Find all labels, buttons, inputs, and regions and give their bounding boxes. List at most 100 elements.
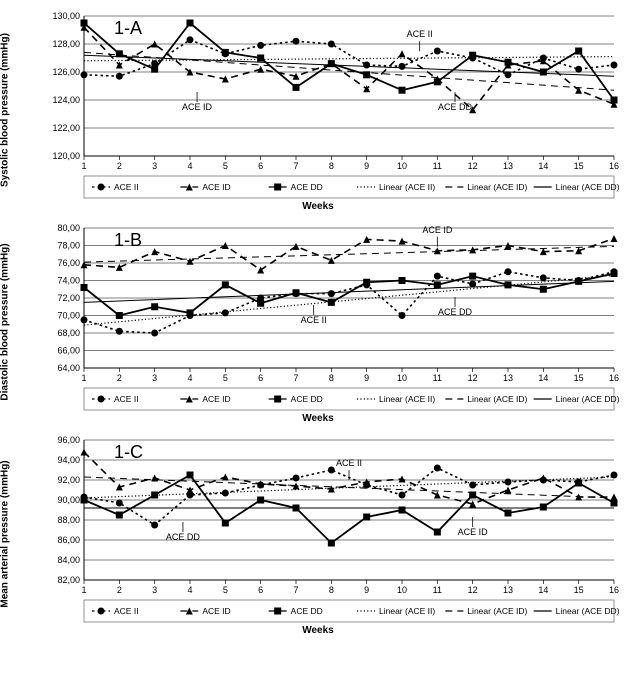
- legend-item-ace-dd: ACE DD: [291, 394, 323, 404]
- legend-item-ace-ii: ACE II: [114, 394, 139, 404]
- svg-text:126,00: 126,00: [52, 67, 80, 77]
- plot-area: 82,0084,0086,0088,0090,0092,0094,0096,00…: [50, 434, 620, 629]
- panel-label: 1-B: [114, 230, 142, 250]
- legend-item-linear--ace-id-: Linear (ACE ID): [467, 606, 527, 616]
- annotation-ace-id: ACE ID: [422, 225, 453, 235]
- svg-text:64,00: 64,00: [57, 363, 80, 373]
- svg-text:16: 16: [609, 161, 619, 171]
- legend-item-linear--ace-ii-: Linear (ACE II): [379, 182, 435, 192]
- annotation-ace-dd: ACE DD: [438, 307, 473, 317]
- svg-text:70,00: 70,00: [57, 311, 80, 321]
- svg-text:14: 14: [538, 585, 548, 595]
- y-axis-label: Mean arterial pressure (mmHg): [0, 460, 11, 607]
- svg-text:9: 9: [364, 161, 369, 171]
- svg-text:1: 1: [81, 161, 86, 171]
- svg-text:6: 6: [258, 373, 263, 383]
- legend-item-linear--ace-ii-: Linear (ACE II): [379, 394, 435, 404]
- svg-text:5: 5: [223, 373, 228, 383]
- svg-text:16: 16: [609, 585, 619, 595]
- svg-text:12: 12: [468, 585, 478, 595]
- annotation-ace-dd: ACE DD: [166, 532, 201, 542]
- annotation-ace-id: ACE ID: [458, 527, 489, 537]
- svg-text:130,00: 130,00: [52, 11, 80, 21]
- svg-text:122,00: 122,00: [52, 123, 80, 133]
- svg-text:11: 11: [433, 161, 442, 171]
- series-linear--ace-id-: [84, 246, 614, 262]
- svg-text:14: 14: [538, 161, 548, 171]
- series-linear--ace-dd-: [84, 55, 614, 76]
- legend-item-linear--ace-id-: Linear (ACE ID): [467, 182, 527, 192]
- legend-item-ace-id: ACE ID: [202, 394, 230, 404]
- svg-text:13: 13: [503, 161, 513, 171]
- svg-text:128,00: 128,00: [52, 39, 80, 49]
- svg-text:6: 6: [258, 585, 263, 595]
- panel-b: Diastolic blood pressure (mmHg)Weeks64,0…: [10, 222, 626, 422]
- series-ace-ii: [84, 272, 614, 333]
- svg-text:16: 16: [609, 373, 619, 383]
- svg-text:10: 10: [397, 585, 407, 595]
- svg-text:2: 2: [117, 585, 122, 595]
- svg-text:7: 7: [293, 585, 298, 595]
- legend-item-linear--ace-ii-: Linear (ACE II): [379, 606, 435, 616]
- svg-text:72,00: 72,00: [57, 293, 80, 303]
- legend-item-ace-id: ACE ID: [202, 182, 230, 192]
- svg-text:3: 3: [152, 373, 157, 383]
- svg-text:2: 2: [117, 161, 122, 171]
- legend-item-ace-dd: ACE DD: [291, 182, 323, 192]
- legend-item-ace-dd: ACE DD: [291, 606, 323, 616]
- panel-label: 1-C: [114, 442, 143, 462]
- svg-text:74,00: 74,00: [57, 276, 80, 286]
- panel-a: Systolic blood pressure (mmHg)Weeks120,0…: [10, 10, 626, 210]
- svg-text:2: 2: [117, 373, 122, 383]
- panel-c: Mean arterial pressure (mmHg)Weeks82,008…: [10, 434, 626, 634]
- series-ace-dd: [84, 475, 614, 543]
- svg-text:15: 15: [574, 585, 584, 595]
- annotation-ace-ii: ACE II: [301, 315, 327, 325]
- annotation-ace-id: ACE ID: [182, 102, 213, 112]
- svg-text:15: 15: [574, 161, 584, 171]
- y-axis-label: Systolic blood pressure (mmHg): [0, 33, 11, 187]
- series-linear--ace-dd-: [84, 281, 614, 302]
- svg-text:94,00: 94,00: [57, 455, 80, 465]
- series-ace-dd: [84, 274, 614, 316]
- legend-item-linear--ace-dd-: Linear (ACE DD): [556, 606, 620, 616]
- svg-text:12: 12: [468, 373, 478, 383]
- plot-area: 120,00122,00124,00126,00128,00130,001234…: [50, 10, 620, 205]
- svg-text:92,00: 92,00: [57, 475, 80, 485]
- legend-item-ace-ii: ACE II: [114, 606, 139, 616]
- svg-text:84,00: 84,00: [57, 555, 80, 565]
- svg-text:10: 10: [397, 161, 407, 171]
- legend-item-ace-ii: ACE II: [114, 182, 139, 192]
- svg-text:8: 8: [329, 373, 334, 383]
- svg-text:66,00: 66,00: [57, 346, 80, 356]
- legend-item-linear--ace-id-: Linear (ACE ID): [467, 394, 527, 404]
- svg-text:4: 4: [187, 161, 192, 171]
- y-axis-label: Diastolic blood pressure (mmHg): [0, 243, 11, 400]
- svg-text:13: 13: [503, 585, 513, 595]
- svg-text:7: 7: [293, 161, 298, 171]
- panel-label: 1-A: [114, 18, 142, 38]
- svg-text:10: 10: [397, 373, 407, 383]
- svg-text:124,00: 124,00: [52, 95, 80, 105]
- svg-text:1: 1: [81, 373, 86, 383]
- charts-root: Systolic blood pressure (mmHg)Weeks120,0…: [10, 10, 626, 634]
- svg-text:14: 14: [538, 373, 548, 383]
- svg-text:78,00: 78,00: [57, 241, 80, 251]
- svg-text:11: 11: [433, 585, 442, 595]
- legend-item-ace-id: ACE ID: [202, 606, 230, 616]
- svg-text:4: 4: [187, 373, 192, 383]
- svg-text:9: 9: [364, 373, 369, 383]
- svg-text:11: 11: [433, 373, 442, 383]
- annotation-ace-dd: ACE DD: [438, 102, 473, 112]
- svg-text:15: 15: [574, 373, 584, 383]
- svg-text:76,00: 76,00: [57, 258, 80, 268]
- svg-text:12: 12: [468, 161, 478, 171]
- svg-text:86,00: 86,00: [57, 535, 80, 545]
- svg-text:8: 8: [329, 585, 334, 595]
- svg-text:5: 5: [223, 161, 228, 171]
- svg-text:80,00: 80,00: [57, 223, 80, 233]
- svg-text:9: 9: [364, 585, 369, 595]
- svg-text:3: 3: [152, 585, 157, 595]
- legend-item-linear--ace-dd-: Linear (ACE DD): [556, 182, 620, 192]
- annotation-ace-ii: ACE II: [336, 458, 362, 468]
